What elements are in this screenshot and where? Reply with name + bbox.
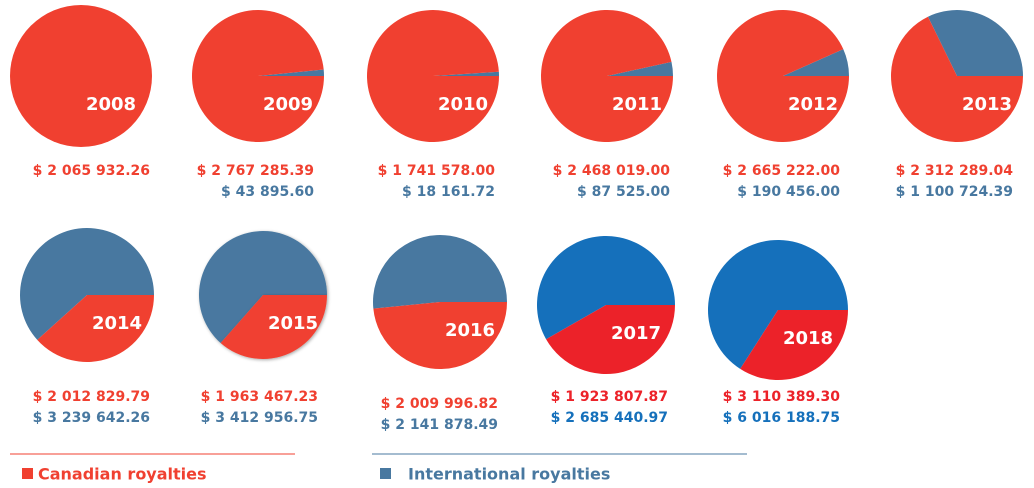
pie-year: 2017 [611,323,661,344]
legend-label: Canadian royalties [38,465,207,484]
value-label: $ 2 141 878.49 [381,417,498,433]
pie-year: 2012 [788,94,838,115]
value-label: $ 2 685 440.97 [551,410,668,426]
pie-year: 2011 [612,94,662,115]
pie-year: 2010 [438,94,488,115]
pie-year: 2015 [268,313,318,334]
pie-slice [10,5,152,147]
pie-slice [19,228,154,340]
pie-slice [707,239,848,369]
value-label: $ 18 161.72 [402,184,495,200]
pie-slice [366,10,499,143]
pie-slice [37,295,154,362]
pie-slice [740,310,848,380]
pie-year: 2013 [962,94,1012,115]
value-label: $ 1 100 724.39 [896,184,1013,200]
pie-slice [927,10,1023,76]
pie-slice [258,69,325,76]
value-label: $ 190 456.00 [737,184,840,200]
pie-slice [783,49,849,76]
pie-slice [546,305,675,375]
pie-slice [199,230,327,343]
value-label: $ 6 016 188.75 [723,410,840,426]
value-label: $ 3 110 389.30 [723,389,841,405]
pie-slice [607,61,673,76]
pie-slice [537,236,675,340]
pie-slice [541,9,673,142]
value-label: $ 43 895.60 [221,184,314,200]
pie-slice [373,235,507,309]
value-label: $ 2 767 285.39 [197,163,314,179]
value-label: $ 2 312 289.04 [896,163,1014,179]
pie-slice [717,10,849,143]
legend-swatch [22,468,33,479]
pie-slice [433,71,499,76]
pie-slice [220,295,327,359]
value-label: $ 2 468 019.00 [553,163,671,179]
pie-slice [192,10,324,143]
value-label: $ 3 239 642.26 [33,410,150,426]
value-label: $ 1 963 467.23 [201,389,318,405]
pie-slice [373,302,507,370]
value-label: $ 2 065 932.26 [33,163,150,179]
value-label: $ 2 665 222.00 [723,163,841,179]
pie-year: 2018 [783,328,833,349]
value-label: $ 2 012 829.79 [33,389,150,405]
value-label: $ 3 412 956.75 [201,410,318,426]
pie-slice [891,16,1023,143]
pie-year: 2009 [263,94,313,115]
legend-label: International royalties [408,465,610,484]
value-label: $ 1 923 807.87 [551,389,668,405]
value-label: $ 2 009 996.82 [381,396,498,412]
value-label: $ 87 525.00 [577,184,670,200]
pie-year: 2008 [86,94,136,115]
value-label: $ 1 741 578.00 [378,163,496,179]
pie-year: 2016 [445,320,495,341]
pie-year: 2014 [92,313,142,334]
legend-swatch [380,468,391,479]
